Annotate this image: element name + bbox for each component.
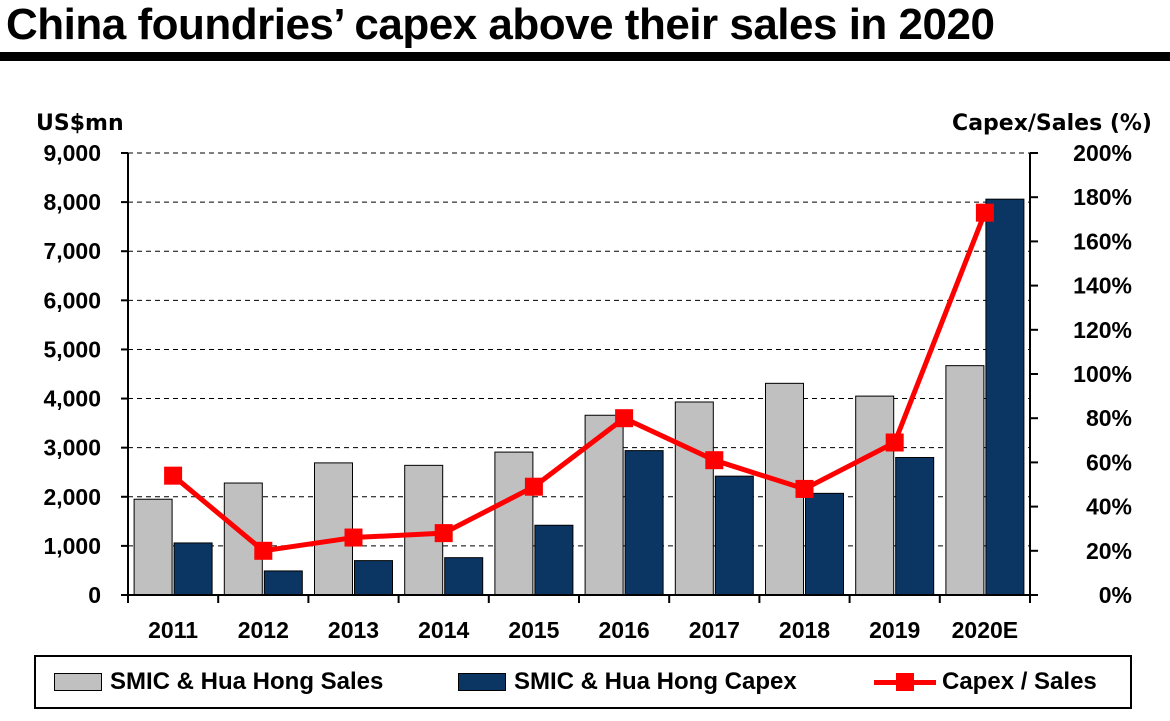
bar-sales	[584, 414, 624, 596]
legend-swatch-sales	[54, 673, 102, 691]
right-tick-label: 100%	[1073, 361, 1132, 387]
point-capex-sales	[524, 477, 543, 496]
left-tick-label: 0	[88, 582, 101, 608]
legend-item-capex: SMIC & Hua Hong Capex	[458, 668, 797, 696]
right-tick-label: 80%	[1086, 405, 1132, 431]
x-tick-label: 2014	[418, 617, 469, 643]
bar-capex	[895, 456, 935, 596]
capex-sales-chart: US$mn Capex/Sales (%) 0 1,000 2,000 3,000 4,…	[36, 111, 1152, 643]
bar-capex	[173, 542, 213, 596]
legend-label-capex: SMIC & Hua Hong Capex	[514, 668, 797, 695]
bar-capex	[985, 198, 1025, 596]
x-tick-label: 2015	[508, 617, 559, 643]
right-tick-label: 20%	[1086, 538, 1132, 564]
left-tick-label: 9,000	[43, 140, 101, 166]
left-tick-label: 1,000	[43, 533, 101, 559]
bar-sales	[494, 451, 534, 596]
right-tick-label: 160%	[1073, 228, 1132, 254]
x-tick-label: 2013	[328, 617, 379, 643]
legend: SMIC & Hua Hong Sales SMIC & Hua Hong Ca…	[34, 655, 1132, 709]
bar-sales	[133, 498, 173, 596]
x-tick-label: 2019	[869, 617, 920, 643]
legend-label-ratio: Capex / Sales	[942, 668, 1097, 695]
point-capex-sales	[795, 479, 814, 498]
x-tick-label: 2017	[689, 617, 740, 643]
x-tick-label: 2011	[148, 617, 198, 643]
left-tick-label: 4,000	[43, 386, 101, 412]
bar-capex	[624, 450, 664, 596]
x-tick-label: 2012	[238, 617, 289, 643]
right-tick-label: 140%	[1073, 273, 1132, 299]
bar-sales	[855, 395, 895, 596]
point-capex-sales	[705, 451, 724, 470]
bar-capex	[263, 570, 303, 596]
legend-item-ratio: Capex / Sales	[874, 668, 1097, 696]
point-capex-sales	[434, 524, 453, 543]
left-axis-unit: US$mn	[36, 111, 124, 136]
line-capex-sales	[171, 211, 988, 554]
x-tick-label: 2016	[599, 617, 650, 643]
right-tick-label: 120%	[1073, 317, 1132, 343]
x-tick-label: 2020E	[952, 617, 1019, 643]
point-capex-sales	[615, 409, 634, 428]
bar-sales	[674, 401, 714, 596]
right-tick-label: 40%	[1086, 494, 1132, 520]
left-tick-label: 2,000	[43, 484, 101, 510]
bar-sales	[945, 365, 985, 596]
title-rule	[0, 52, 1170, 61]
point-capex-sales	[254, 541, 273, 560]
right-tick-label: 200%	[1073, 140, 1132, 166]
left-tick-label: 6,000	[43, 287, 101, 313]
left-tick-label: 5,000	[43, 336, 101, 362]
left-tick-label: 3,000	[43, 435, 101, 461]
left-tick-label: 7,000	[43, 238, 101, 264]
right-tick-label: 180%	[1073, 184, 1132, 210]
point-capex-sales	[344, 528, 363, 547]
right-axis-unit: Capex/Sales (%)	[952, 111, 1152, 136]
bar-sales	[223, 482, 263, 596]
x-tick-label: 2018	[779, 617, 830, 643]
legend-item-sales: SMIC & Hua Hong Sales	[54, 668, 383, 696]
bar-capex	[714, 475, 754, 596]
point-capex-sales	[885, 433, 904, 452]
bar-capex	[534, 524, 574, 596]
bar-capex	[805, 492, 844, 596]
point-capex-sales	[164, 466, 183, 485]
right-tick-label: 60%	[1086, 449, 1132, 475]
chart-title: China foundries’ capex above their sales…	[6, 0, 995, 49]
point-capex-sales	[975, 203, 994, 222]
legend-swatch-capex	[458, 673, 506, 691]
legend-label-sales: SMIC & Hua Hong Sales	[110, 668, 384, 695]
bar-capex	[354, 560, 393, 596]
left-tick-label: 8,000	[43, 189, 101, 215]
legend-line-ratio	[874, 669, 936, 695]
right-tick-label: 0%	[1099, 582, 1132, 608]
bar-capex	[444, 557, 484, 596]
